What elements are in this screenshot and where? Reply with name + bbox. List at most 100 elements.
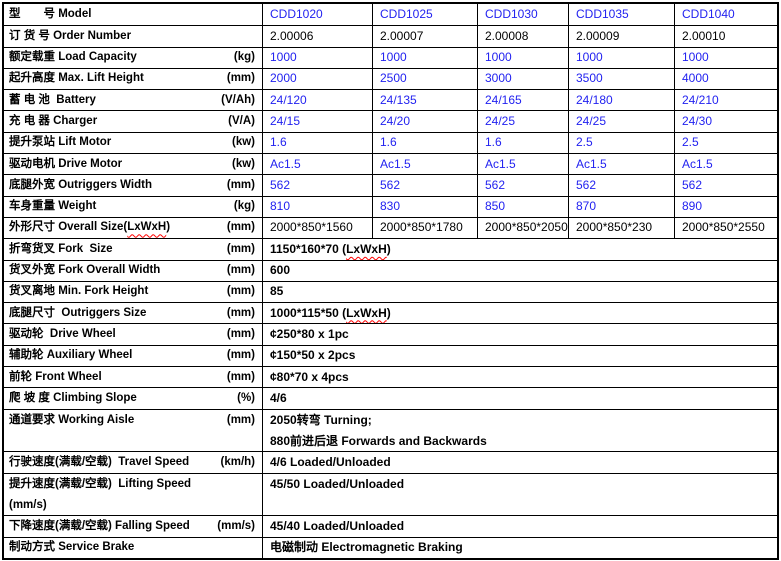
table-row-24: 制动方式 Service Brake 电磁制动 Electromagnetic B… [4,536,777,558]
table-row-21: 行驶速度(满载/空载) Travel Speed (km/h) 4/6 Loaded… [4,451,777,473]
value-cell-r11-c3: 2000*850*2050 [477,217,568,239]
row-label: 蓄 电 池 Battery (V/Ah) [4,90,262,110]
value-cell-r8-c4: Ac1.5 [568,154,674,175]
row-unit: (kw) [232,136,255,149]
row-label-text: 前轮 Front Wheel [9,370,102,383]
row-unit: (%) [237,391,255,404]
table-row-14: 货叉离地 Min. Fork Height (mm) 85 [4,280,777,303]
row-label-text: 订 货 号 Order Number [9,29,132,42]
value-cell-r1-c3: CDD1030 [477,4,568,26]
value-cell-r9-c5: 562 [674,175,777,196]
row-label: 型 号 Model [4,4,262,25]
row-label: 驱动轮 Drive Wheel (mm) [4,324,262,344]
value-cell-merged-r19: 4/6 [262,388,777,409]
row-label-text: 下降速度(满载/空载) Falling Speed [9,519,190,532]
table-row-23: 下降速度(满载/空载) Falling Speed (mm/s) 45/40 Loa… [4,515,777,537]
value-cell-r3-c5: 1000 [674,47,777,68]
row-label: 货叉外宽 Fork Overall Width (mm) [4,261,262,281]
table-row-2: 订 货 号 Order Number 2.00006 2.00007 2.00008 2… [4,25,777,47]
value-cell-r5-c1: 24/120 [262,90,372,111]
row-label-text: 通道要求 Working Aisle [9,413,135,426]
value-cell-r8-c2: Ac1.5 [372,154,477,175]
value-cell-r6-c5: 24/30 [674,111,777,132]
value-cell-r10-c3: 850 [477,196,568,217]
row-label-text: 爬 坡 度 Climbing Slope [9,391,137,404]
row-unit: (mm) [226,327,255,340]
row-label-text: 行驶速度(满载/空载) Travel Speed [9,455,190,468]
row-label-text: 型 号 Model [9,8,92,20]
row-unit: (mm) [226,264,255,277]
table-row-4: 起升高度 Max. Lift Height (mm) 2000 2500 3000 350… [4,67,777,90]
value-cell-r1-c5: CDD1040 [674,4,777,26]
row-unit: (km/h) [220,455,256,468]
row-unit: (kw) [232,157,255,170]
table-row-17: 辅助轮 Auxiliary Wheel (mm) ¢150*50 x 2pcs [4,344,777,367]
value-cell-r10-c1: 810 [262,196,372,217]
row-label: 额定载重 Load Capacity (kg) [4,48,262,68]
value-cell-merged-r20: 2050转弯 Turning; 880前进后退 Forwards and Back… [262,409,777,452]
row-label-text: 蓄 电 池 Battery [9,93,96,106]
value-cell-r7-c3: 1.6 [477,132,568,154]
row-label: 提升泵站 Lift Motor (kw) [4,133,262,153]
value-cell-r2-c4: 2.00009 [568,26,674,47]
value-cell-r8-c3: Ac1.5 [477,154,568,175]
row-label-text: 起升高度 Max. Lift Height [9,72,144,85]
table-row-6: 充 电 器 Charger (V/A) 24/15 24/20 24/25 24/25 24… [4,110,777,132]
row-label-text: 充 电 器 Charger [9,114,98,127]
value-cell-merged-r24: 电磁制动 Electromagnetic Braking [262,537,777,558]
table-row-11: 外形尺寸 Overall Size(LxWxH) (mm) 2000*850*156… [4,216,777,239]
table-row-12: 折弯货叉 Fork Size (mm) 1150*160*70 (LxWxH) [4,238,777,260]
row-label: 订 货 号 Order Number [4,26,262,46]
table-row-20: 通道要求 Working Aisle (mm) 2050转弯 Turning; 880… [4,408,777,452]
row-label-text: 货叉外宽 Fork Overall Width [9,264,161,277]
table-row-22: 提升速度(满载/空载) Lifting Speed (mm/s) 45/50 Loa… [4,472,777,516]
value-cell-merged-r12: 1150*160*70 (LxWxH) [262,239,777,260]
value-cell-r4-c5: 4000 [674,68,777,90]
value-cell-r5-c4: 24/180 [568,90,674,111]
row-label: 货叉离地 Min. Fork Height (mm) [4,282,262,302]
value-cell-r7-c5: 2.5 [674,132,777,154]
spellcheck-underline: LxWxH [346,241,387,256]
row-label-text: 底腿尺寸 Outriggers Size [9,306,147,319]
table-row-19: 爬 坡 度 Climbing Slope (%) 4/6 [4,387,777,409]
row-label: 起升高度 Max. Lift Height (mm) [4,69,262,89]
value-cell-r2-c3: 2.00008 [477,26,568,47]
value-cell-r7-c1: 1.6 [262,132,372,154]
value-cell-merged-r22: 45/50 Loaded/Unloaded [262,473,777,516]
table-row-1: 型 号 Model CDD1020 CDD1025 CDD1030 CDD1035 CDD… [4,4,777,26]
value-cell-r5-c3: 24/165 [477,90,568,111]
value-cell-merged-r17: ¢150*50 x 2pcs [262,345,777,367]
value-cell-r8-c1: Ac1.5 [262,154,372,175]
table-row-5: 蓄 电 池 Battery (V/Ah) 24/120 24/135 24/165 24/… [4,89,777,111]
value-cell-r3-c2: 1000 [372,47,477,68]
row-label: 底腿外宽 Outriggers Width (mm) [4,175,262,195]
row-label-text: 驱动电机 Drive Motor [9,157,123,170]
row-label-text: 提升泵站 Lift Motor [9,136,112,149]
row-label: 制动方式 Service Brake [4,538,262,558]
table-row-7: 提升泵站 Lift Motor (kw) 1.6 1.6 1.6 2.5 2.5 [4,131,777,154]
row-label: 下降速度(满载/空载) Falling Speed (mm/s) [4,516,262,536]
value-cell-merged-r21: 4/6 Loaded/Unloaded [262,452,777,473]
value-cell-r6-c1: 24/15 [262,111,372,132]
value-cell-r6-c3: 24/25 [477,111,568,132]
row-label-text: 提升速度(满载/空载) Lifting Speed [9,477,192,490]
row-label-text: 货叉离地 Min. Fork Height [9,285,149,298]
row-unit: (mm) [226,349,255,362]
value-cell-r11-c4: 2000*850*230 [568,217,674,239]
row-unit: (mm) [226,370,255,383]
row-label-text: 底腿外宽 Outriggers Width [9,178,153,191]
value-cell-r10-c5: 890 [674,196,777,217]
value-cell-r1-c1: CDD1020 [262,4,372,26]
value-cell-r9-c4: 562 [568,175,674,196]
value-cell-r11-c1: 2000*850*1560 [262,217,372,239]
row-label: 外形尺寸 Overall Size(LxWxH) (mm) [4,218,262,238]
value-cell-r4-c1: 2000 [262,68,372,90]
value-cell-r9-c1: 562 [262,175,372,196]
value-cell-r3-c3: 1000 [477,47,568,68]
row-unit: (V/Ah) [221,93,255,106]
row-label-text: 车身重量 Weight [9,200,97,213]
value-cell-merged-r16: ¢250*80 x 1pc [262,324,777,345]
table-row-16: 驱动轮 Drive Wheel (mm) ¢250*80 x 1pc [4,323,777,345]
value-cell-merged-r18: ¢80*70 x 4pcs [262,367,777,388]
